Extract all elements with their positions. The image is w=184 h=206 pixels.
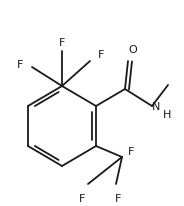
Text: F: F [128, 146, 134, 156]
Text: F: F [98, 50, 104, 60]
Text: N: N [152, 102, 160, 111]
Text: F: F [79, 193, 85, 203]
Text: F: F [115, 193, 121, 203]
Text: F: F [59, 38, 65, 48]
Text: H: H [163, 109, 171, 119]
Text: F: F [17, 60, 23, 70]
Text: O: O [129, 45, 137, 55]
